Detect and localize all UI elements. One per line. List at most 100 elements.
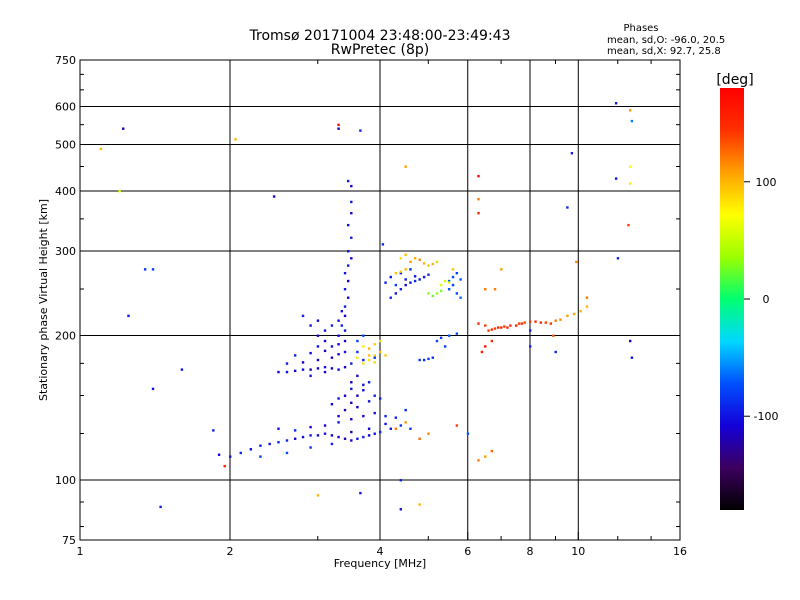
- data-point: [484, 455, 487, 458]
- x-tick-label: 2: [227, 545, 234, 558]
- data-point: [323, 349, 327, 353]
- data-point: [384, 414, 387, 418]
- stats-header: Phases: [623, 23, 658, 34]
- data-point: [350, 418, 353, 421]
- data-point: [285, 451, 289, 455]
- data-point: [379, 430, 382, 434]
- data-point: [389, 427, 392, 430]
- data-point: [404, 268, 407, 271]
- data-point: [343, 437, 347, 440]
- data-point: [409, 260, 412, 264]
- x-tick-label: 16: [673, 545, 687, 558]
- data-point: [323, 432, 327, 435]
- data-point: [455, 271, 459, 275]
- colorbar-label: [deg]: [716, 72, 753, 88]
- stats-line-o: mean, sd,O: -96.0, 20.5: [607, 35, 725, 46]
- data-point: [418, 258, 421, 261]
- data-point: [427, 273, 430, 276]
- y-tick-label: 100: [55, 474, 76, 487]
- data-point: [422, 262, 426, 265]
- data-point: [143, 268, 147, 271]
- data-point: [346, 296, 350, 299]
- data-point: [404, 278, 407, 281]
- data-point: [439, 289, 443, 293]
- data-point: [529, 329, 532, 332]
- data-point: [330, 434, 334, 437]
- data-point: [350, 430, 353, 434]
- data-point: [346, 250, 350, 253]
- data-point: [346, 223, 350, 227]
- data-point: [301, 314, 305, 318]
- data-point: [234, 138, 237, 141]
- data-point: [356, 356, 359, 359]
- data-point: [566, 206, 569, 209]
- data-point: [259, 455, 262, 458]
- data-point: [418, 358, 421, 362]
- data-point: [500, 268, 503, 271]
- data-point: [451, 268, 455, 271]
- data-point: [443, 279, 447, 283]
- data-point: [629, 339, 632, 343]
- data-point: [285, 439, 289, 442]
- data-point: [337, 435, 340, 439]
- data-point: [384, 354, 387, 357]
- data-point: [447, 279, 451, 283]
- data-point: [367, 358, 371, 362]
- y-tick-label: 300: [55, 245, 76, 258]
- data-point: [272, 195, 276, 198]
- data-point: [330, 403, 334, 406]
- data-point: [362, 435, 365, 439]
- data-point: [559, 318, 562, 321]
- data-point: [549, 322, 553, 325]
- data-point: [350, 200, 353, 204]
- data-point: [394, 283, 398, 287]
- axes: 1 2 4 6 8 10 16 75 100 200 300 400 500 600 750: [55, 54, 687, 558]
- data-point: [503, 325, 506, 328]
- data-point: [217, 453, 221, 456]
- data-point: [301, 368, 305, 371]
- data-point: [350, 381, 353, 384]
- data-point: [443, 345, 447, 348]
- data-point: [570, 152, 574, 155]
- data-point: [539, 321, 542, 324]
- data-point: [337, 421, 340, 424]
- data-point: [427, 292, 430, 295]
- data-point: [616, 257, 620, 260]
- x-tick-label: 6: [464, 545, 471, 558]
- data-point: [343, 271, 347, 275]
- data-point: [323, 370, 327, 374]
- data-point: [277, 441, 280, 444]
- y-tick-label: 200: [55, 330, 76, 343]
- data-point: [484, 324, 487, 327]
- data-point: [350, 236, 353, 239]
- data-point: [630, 356, 634, 359]
- colorbar: [720, 88, 744, 510]
- data-point: [515, 324, 518, 327]
- data-point: [350, 184, 353, 188]
- data-point: [362, 362, 365, 365]
- data-point: [447, 281, 451, 284]
- data-point: [629, 165, 632, 168]
- data-point: [399, 288, 403, 291]
- data-point: [330, 324, 334, 327]
- data-point: [151, 387, 155, 391]
- data-point: [337, 334, 340, 337]
- data-point: [309, 446, 312, 449]
- data-point: [180, 368, 184, 371]
- data-point: [367, 381, 371, 384]
- data-point: [340, 309, 344, 313]
- data-point: [362, 414, 365, 418]
- data-point: [356, 374, 359, 378]
- plot-frame: [79, 59, 681, 541]
- data-point: [323, 365, 327, 369]
- data-point: [480, 350, 484, 354]
- data-point: [554, 319, 557, 322]
- data-point: [399, 271, 403, 275]
- data-point: [451, 275, 455, 279]
- y-tick-label: 75: [62, 534, 76, 547]
- data-point: [477, 174, 480, 178]
- data-point: [293, 437, 297, 440]
- colorbar-ticks: 100 0 -100: [744, 176, 778, 423]
- data-point: [367, 400, 371, 403]
